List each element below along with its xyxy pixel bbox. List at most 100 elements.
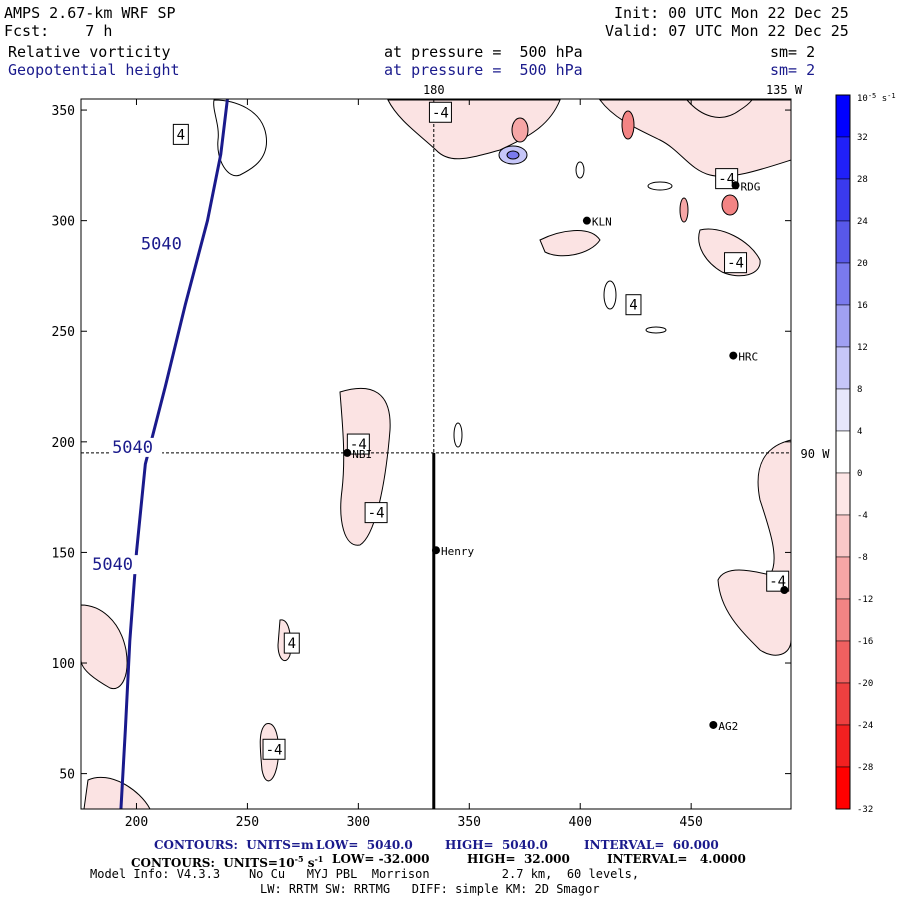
colorbar-label: -12 (857, 595, 873, 605)
colorbar-segment (835, 136, 851, 180)
station-marker (780, 586, 789, 595)
x-tick-label: 350 (458, 815, 481, 830)
y-tick-label: 50 (59, 768, 75, 783)
y-tick-label: 100 (52, 657, 75, 672)
field2-smoothing: sm= 2 (770, 61, 816, 79)
station-label: RDG (741, 180, 761, 193)
colorbar-unit: 10-5 s-1 (857, 92, 896, 104)
x-tick-label: 300 (347, 815, 370, 830)
colorbar-segment (835, 598, 851, 642)
station-label: KLN (592, 216, 612, 229)
colorbar-segment (835, 682, 851, 726)
station-marker (731, 181, 740, 190)
colorbar-label: -24 (857, 721, 873, 731)
colorbar-label: -4 (857, 511, 868, 521)
x-tick-label: 200 (125, 815, 148, 830)
contours1-low: LOW= 5040.0 (316, 838, 413, 852)
y-tick-label: 300 (52, 215, 75, 230)
lon-90w-label: 90 W (801, 447, 831, 461)
plot-frame (80, 98, 792, 810)
field2-name: Geopotential height (8, 61, 180, 79)
colorbar-label: 16 (857, 301, 868, 311)
colorbar-segment (835, 346, 851, 390)
station-marker (709, 720, 718, 729)
station-marker (432, 546, 440, 555)
model-info: Model Info: V4.3.3 No Cu MYJ PBL Morriso… (90, 867, 640, 881)
vorticity-label: -4 (727, 256, 744, 272)
contours2-header: CONTOURS: UNITS=10-5 s-1 (131, 852, 323, 870)
contours2-high: HIGH= 32.000 (467, 852, 570, 866)
forecast-hour: Fcst: 7 h (4, 22, 113, 40)
contours2-interval: INTERVAL= 4.0000 (607, 852, 746, 866)
contours1-high: HIGH= 5040.0 (445, 838, 548, 852)
colorbar-segment (835, 388, 851, 432)
colorbar-label: -20 (857, 679, 873, 689)
station-label: NBI (352, 448, 372, 461)
colorbar-unit-part: -5 (868, 92, 876, 100)
colorbar-label: -32 (857, 805, 873, 815)
station-label: AG2 (718, 720, 738, 733)
colorbar-segment (835, 430, 851, 474)
colorbar-label: -8 (857, 553, 868, 563)
field1-level: at pressure = 500 hPa (384, 43, 583, 61)
vorticity-shading (81, 99, 791, 809)
vorticity-label: 4 (288, 636, 296, 652)
vorticity-label-box (364, 502, 388, 524)
lon-180-label: 180 (423, 83, 445, 97)
valid-time: Valid: 07 UTC Mon 22 Dec 25 (605, 22, 849, 40)
colorbar-segment (835, 262, 851, 306)
vorticity-label-box (766, 570, 790, 592)
y-tick-label: 350 (52, 104, 75, 119)
vorticity-label: -4 (718, 172, 735, 188)
y-tick-label: 150 (52, 546, 75, 561)
vorticity-label: -4 (266, 742, 283, 758)
field1-smoothing: sm= 2 (770, 43, 816, 61)
colorbar-segment (835, 472, 851, 516)
colorbar-unit-part: 10 (857, 94, 868, 104)
contours1-interval: INTERVAL= 60.000 (584, 838, 719, 852)
colorbar-label: -28 (857, 763, 873, 773)
colorbar-segment (835, 94, 851, 138)
model-title: AMPS 2.67-km WRF SP (4, 4, 176, 22)
vorticity-label: -4 (350, 437, 367, 453)
vorticity-label: -4 (432, 105, 449, 121)
colorbar-label: 24 (857, 217, 868, 227)
colorbar-label: 32 (857, 133, 868, 143)
height-contour-label-bg (90, 555, 143, 575)
contours2-sexp: -1 (314, 854, 324, 864)
colorbar-label: 12 (857, 343, 868, 353)
vorticity-label-box (346, 433, 370, 455)
colorbar-segment (835, 514, 851, 558)
station-marker (729, 351, 738, 360)
height-contour-label: 5040 (112, 438, 153, 458)
colorbar-segment (835, 556, 851, 600)
station-marker (582, 216, 591, 225)
vorticity-label-box (172, 123, 189, 145)
colorbar-frame (835, 94, 851, 810)
x-tick-label: 400 (568, 815, 591, 830)
vorticity-label-box (625, 294, 642, 316)
colorbar-segment (835, 304, 851, 348)
colorbar-label: 4 (857, 427, 862, 437)
vorticity-label: -4 (769, 574, 786, 590)
station-label: Henry (441, 545, 474, 558)
colorbar-label: 28 (857, 175, 868, 185)
colorbar-label: -16 (857, 637, 873, 647)
y-tick-label: 200 (52, 436, 75, 451)
height-contour-5040 (119, 98, 229, 810)
colorbar-segment (835, 178, 851, 222)
vorticity-label: 4 (177, 127, 185, 143)
contours2-low: LOW= -32.000 (332, 852, 430, 866)
physics-info: LW: RRTM SW: RRTMG DIFF: simple KM: 2D S… (260, 882, 600, 896)
colorbar-segment (835, 766, 851, 810)
vorticity-label-box (283, 632, 300, 654)
field2-level: at pressure = 500 hPa (384, 61, 583, 79)
contours2-exp: -5 (294, 854, 304, 864)
height-contour-label: 5040 (92, 555, 133, 575)
colorbar-unit-part: -1 (887, 92, 895, 100)
vorticity-label: -4 (368, 506, 385, 522)
contours1-header: CONTOURS: UNITS=m (154, 838, 314, 852)
x-tick-label: 450 (679, 815, 702, 830)
height-contour-label: 5040 (141, 234, 182, 254)
